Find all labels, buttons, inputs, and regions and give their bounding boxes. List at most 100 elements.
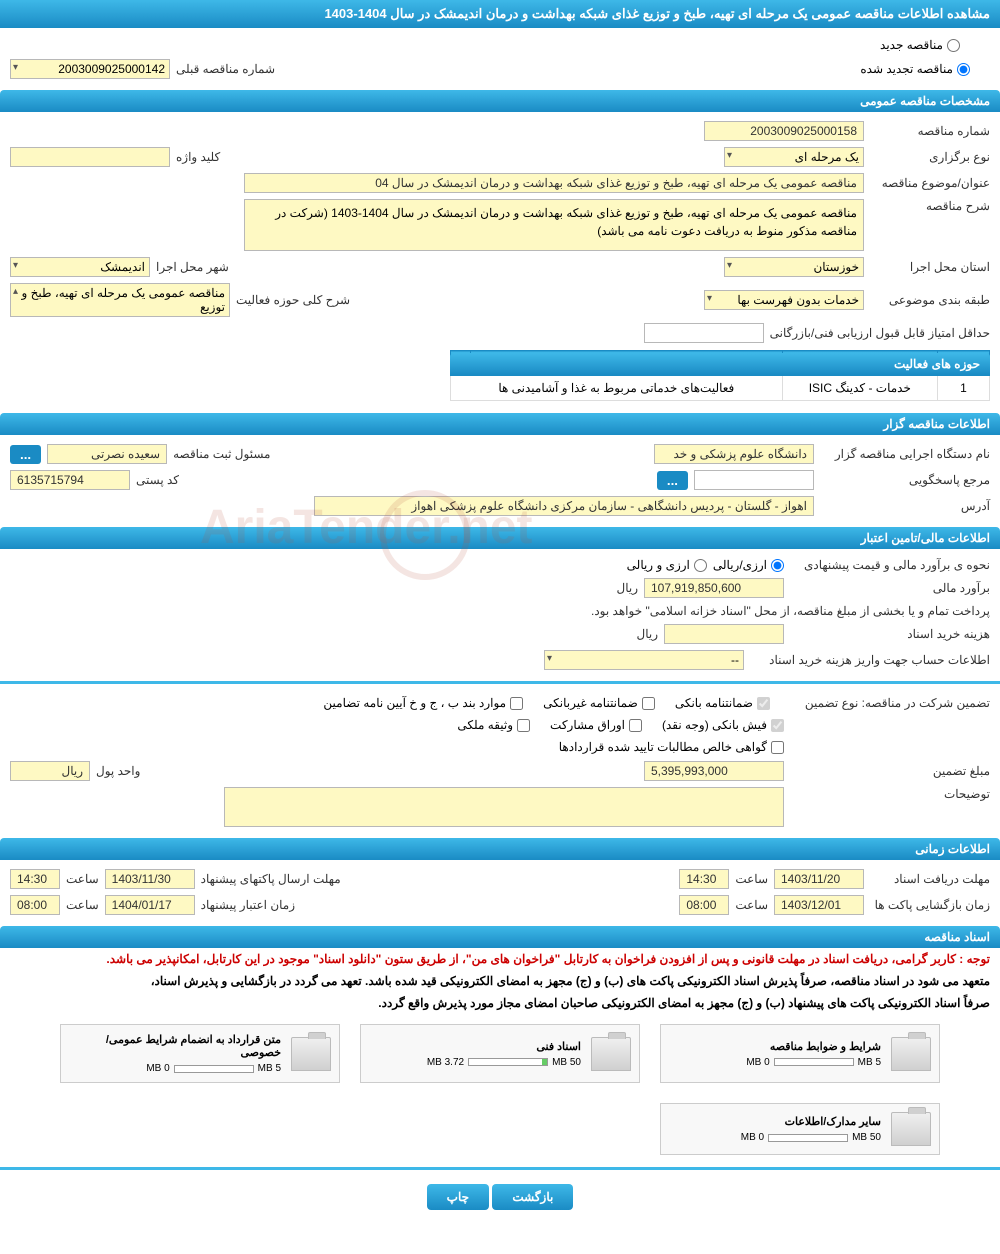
doc-title: متن قرارداد به انضمام شرایط عمومی/خصوصی (69, 1033, 281, 1059)
folder-icon (591, 1037, 631, 1071)
doc-used: 0 MB (741, 1132, 764, 1143)
back-button[interactable]: بازگشت (492, 1184, 573, 1210)
receive-time: 14:30 (679, 869, 729, 889)
postal-label: کد پستی (136, 473, 179, 487)
keyword-field[interactable] (10, 147, 170, 167)
time-label-3: ساعت (735, 898, 768, 912)
doc-box[interactable]: اسناد فنی 50 MB 3.72 MB (360, 1024, 640, 1083)
folder-icon (891, 1112, 931, 1146)
chk-regulation[interactable]: موارد بند ب ، ج و خ آیین نامه تضامین (323, 696, 523, 710)
guarantee-unit: ریال (10, 761, 90, 781)
guarantee-unit-label: واحد پول (96, 764, 140, 778)
address-field: اهواز - گلستان - پردیس دانشگاهی - سازمان… (314, 496, 814, 516)
print-button[interactable]: چاپ (427, 1184, 489, 1210)
chk-bonds[interactable]: اوراق مشارکت (550, 718, 642, 732)
receive-label: مهلت دریافت اسناد (870, 872, 990, 886)
radio-rial[interactable]: ارزی/ریالی (713, 558, 784, 572)
type-label: نوع برگزاری (870, 150, 990, 164)
chk-cash[interactable]: فیش بانکی (وجه نقد) (662, 718, 784, 732)
desc-label: شرح مناقصه (870, 199, 990, 213)
prev-number-label: شماره مناقصه قبلی (176, 62, 275, 76)
doc-box[interactable]: متن قرارداد به انضمام شرایط عمومی/خصوصی … (60, 1024, 340, 1083)
radio-new-label: مناقصه جدید (880, 38, 943, 52)
chk-cert[interactable]: گواهی خالص مطالبات تایید شده قراردادها (559, 740, 784, 754)
doc-progress (768, 1134, 848, 1142)
category-label: طبقه بندی موضوعی (870, 293, 990, 307)
doc-box[interactable]: شرایط و ضوابط مناقصه 5 MB 0 MB (660, 1024, 940, 1083)
doc-progress (174, 1065, 254, 1073)
province-select[interactable]: خوزستان▾ (724, 257, 864, 277)
receive-date: 1403/11/20 (774, 869, 864, 889)
guarantee-amount-label: مبلغ تضمین (790, 764, 990, 778)
chk-property[interactable]: وثیقه ملکی (457, 718, 530, 732)
minscore-field[interactable] (644, 323, 764, 343)
doc-used: 3.72 MB (427, 1057, 464, 1068)
org-label: نام دستگاه اجرایی مناقصه گزار (820, 447, 990, 461)
doc-progress (774, 1058, 854, 1066)
doc-cap: 50 MB (552, 1057, 581, 1068)
doc-used: 0 MB (146, 1063, 169, 1074)
org-field: دانشگاه علوم پزشکی و خد (654, 444, 814, 464)
registrar-label: مسئول ثبت مناقصه (173, 447, 270, 461)
unit-rial: ریال (616, 581, 638, 595)
contact-lookup-button[interactable]: ... (657, 471, 688, 490)
docs-note1: متعهد می شود در اسناد مناقصه، صرفاً پذیر… (0, 970, 1000, 992)
city-select[interactable]: اندیمشک▾ (10, 257, 150, 277)
open-time: 08:00 (679, 895, 729, 915)
folder-icon (291, 1037, 331, 1071)
doc-title: شرایط و ضوابط مناقصه (669, 1040, 881, 1053)
doc-progress (468, 1058, 548, 1066)
address-label: آدرس (820, 499, 990, 513)
submit-label: مهلت ارسال پاکتهای پیشنهاد (201, 872, 341, 886)
minscore-label: حداقل امتیاز قابل قبول ارزیابی فنی/بازرگ… (770, 326, 990, 340)
radio-new-tender[interactable]: مناقصه جدید (40, 38, 960, 52)
number-label: شماره مناقصه (870, 124, 990, 138)
doc-title: اسناد فنی (369, 1040, 581, 1053)
account-label: اطلاعات حساب جهت واریز هزینه خرید اسناد (750, 653, 990, 667)
chk-bank[interactable]: ضمانتنامه بانکی (675, 696, 770, 710)
scope-label: شرح کلی حوزه فعالیت (236, 293, 350, 307)
doc-cap: 5 MB (258, 1063, 281, 1074)
estimate-label: نحوه ی برآورد مالی و قیمت پیشنهادی (790, 558, 990, 572)
section-organizer: اطلاعات مناقصه گزار (0, 413, 1000, 435)
subject-field: مناقصه عمومی یک مرحله ای تهیه، طبخ و توز… (244, 173, 864, 193)
time-label-1: ساعت (735, 872, 768, 886)
time-label-4: ساعت (66, 898, 99, 912)
page-title: مشاهده اطلاعات مناقصه عمومی یک مرحله ای … (0, 0, 1000, 28)
submit-date: 1403/11/30 (105, 869, 195, 889)
guarantee-notes[interactable] (224, 787, 784, 827)
radio-mixed[interactable]: ارزی و ریالی (627, 558, 707, 572)
guarantee-amount: 5,395,993,000 (644, 761, 784, 781)
doc-used: 0 MB (746, 1057, 769, 1068)
validity-date: 1404/01/17 (105, 895, 195, 915)
submit-time: 14:30 (10, 869, 60, 889)
validity-label: زمان اعتبار پیشنهاد (201, 898, 295, 912)
doccost-field[interactable] (664, 624, 784, 644)
doc-box[interactable]: سایر مدارک/اطلاعات 50 MB 0 MB (660, 1103, 940, 1155)
radio-renewed-tender[interactable]: مناقصه تجدید شده (860, 62, 970, 76)
doc-cap: 5 MB (858, 1057, 881, 1068)
registrar-lookup-button[interactable]: ... (10, 445, 41, 464)
open-date: 1403/12/01 (774, 895, 864, 915)
prev-number-select[interactable]: 2003009025000142▾ (10, 59, 170, 79)
doc-cap: 50 MB (852, 1132, 881, 1143)
table-row: 1 خدمات - کدینگ ISIC فعالیت‌های خدماتی م… (451, 376, 990, 401)
contact-label: مرجع پاسخگویی (820, 473, 990, 487)
doccost-unit: ریال (636, 627, 658, 641)
open-label: زمان بازگشایی پاکت ها (870, 898, 990, 912)
keyword-label: کلید واژه (176, 150, 220, 164)
category-select[interactable]: خدمات بدون فهرست بها▾ (704, 290, 864, 310)
type-select[interactable]: یک مرحله ای▾ (724, 147, 864, 167)
chk-nonbank[interactable]: ضمانتنامه غیربانکی (543, 696, 655, 710)
contact-field[interactable] (694, 470, 814, 490)
tender-number: 2003009025000158 (704, 121, 864, 141)
subject-label: عنوان/موضوع مناقصه (870, 176, 990, 190)
scope-select[interactable]: مناقصه عمومی یک مرحله ای تهیه، طبخ و توز… (10, 283, 230, 317)
account-select[interactable]: --▾ (544, 650, 744, 670)
province-label: استان محل اجرا (870, 260, 990, 274)
docs-note2: صرفاً اسناد الکترونیکی پاکت های پیشنهاد … (0, 992, 1000, 1014)
desc-field: مناقصه عمومی یک مرحله ای تهیه، طبخ و توز… (244, 199, 864, 251)
registrar-field: سعیده نصرتی (47, 444, 167, 464)
section-timing: اطلاعات زمانی (0, 838, 1000, 860)
docs-warning: توجه : کاربر گرامی، دریافت اسناد در مهلت… (0, 948, 1000, 970)
